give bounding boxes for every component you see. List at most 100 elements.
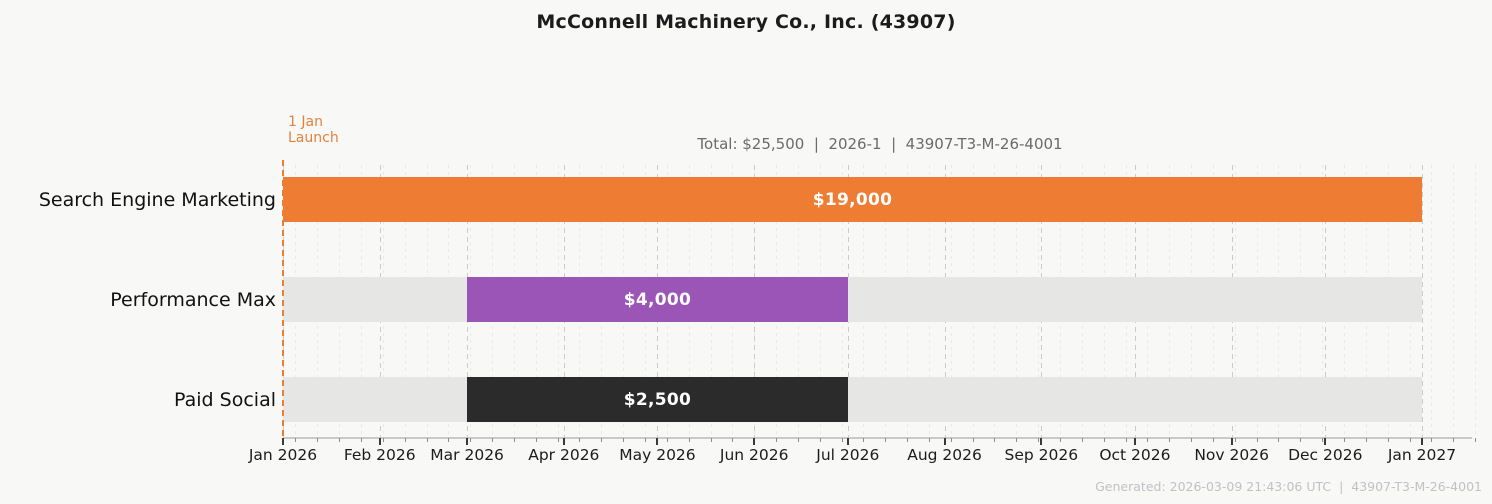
axis-tick-major bbox=[282, 438, 284, 445]
x-axis-tick-label: Aug 2026 bbox=[907, 446, 982, 464]
axis-tick-minor bbox=[1343, 438, 1345, 442]
x-axis-tick-label: Dec 2026 bbox=[1288, 446, 1363, 464]
axis-tick-minor bbox=[1038, 438, 1040, 442]
axis-tick-minor bbox=[1322, 438, 1324, 442]
axis-tick-major bbox=[1421, 438, 1423, 445]
row-track bbox=[283, 377, 1422, 422]
axis-tick-minor bbox=[1081, 438, 1083, 442]
axis-tick-minor bbox=[601, 438, 603, 442]
axis-tick-minor bbox=[1191, 438, 1193, 442]
axis-tick-minor bbox=[994, 438, 996, 442]
axis-tick-major bbox=[1324, 438, 1327, 445]
axis-tick-major bbox=[943, 438, 946, 445]
launch-annotation-line2: Launch bbox=[288, 130, 339, 146]
row-track bbox=[283, 277, 1422, 322]
bar-value-label: $2,500 bbox=[623, 389, 692, 410]
generated-timestamp: Generated: 2026-03-09 21:43:06 UTC | 439… bbox=[1095, 479, 1482, 494]
axis-tick-minor bbox=[1016, 438, 1018, 442]
axis-tick-minor bbox=[382, 438, 384, 442]
axis-tick-minor bbox=[666, 438, 668, 442]
axis-tick-minor bbox=[1103, 438, 1105, 442]
axis-tick-minor bbox=[448, 438, 450, 442]
x-axis-tick-label: Apr 2026 bbox=[528, 446, 600, 464]
category-label: Paid Social bbox=[174, 389, 276, 411]
axis-tick-minor bbox=[644, 438, 646, 442]
gridline-month bbox=[1422, 165, 1423, 437]
x-axis-tick-label: Jan 2026 bbox=[248, 446, 318, 464]
axis-tick-minor bbox=[1409, 438, 1411, 442]
axis-tick-major bbox=[1230, 438, 1233, 445]
axis-tick-minor bbox=[361, 438, 362, 442]
axis-tick-minor bbox=[295, 438, 297, 442]
axis-tick-major bbox=[562, 438, 565, 445]
axis-tick-minor bbox=[426, 438, 428, 442]
x-axis-line bbox=[283, 437, 1472, 439]
x-axis-tick-label: Mar 2026 bbox=[430, 446, 504, 464]
gantt-bar: $4,000 bbox=[467, 277, 848, 322]
gantt-bar: $19,000 bbox=[283, 177, 1422, 222]
axis-tick-minor bbox=[1125, 438, 1127, 442]
gridline-week bbox=[1453, 165, 1455, 437]
axis-tick-minor bbox=[317, 438, 319, 442]
chart-title: McConnell Machinery Co., Inc. (43907) bbox=[536, 11, 956, 33]
axis-tick-minor bbox=[972, 438, 974, 442]
axis-tick-minor bbox=[1278, 438, 1280, 442]
axis-tick-minor bbox=[797, 438, 799, 442]
axis-tick-minor bbox=[513, 438, 515, 442]
x-axis-tick-label: Feb 2026 bbox=[343, 446, 416, 464]
axis-tick-minor bbox=[557, 438, 559, 442]
axis-tick-major bbox=[378, 438, 381, 445]
axis-tick-major bbox=[753, 438, 756, 445]
axis-tick-minor bbox=[1212, 438, 1214, 442]
x-axis-tick-label: Nov 2026 bbox=[1194, 446, 1269, 464]
launch-annotation-line1: 1 Jan bbox=[288, 114, 323, 130]
axis-tick-minor bbox=[535, 438, 537, 442]
axis-tick-minor bbox=[1300, 438, 1302, 442]
axis-tick-minor bbox=[1147, 438, 1149, 442]
axis-tick-minor bbox=[1060, 438, 1062, 442]
axis-tick-minor bbox=[1387, 438, 1389, 442]
axis-tick-minor bbox=[928, 438, 930, 442]
axis-tick-minor bbox=[710, 438, 712, 442]
chart-subtitle: Total: $25,500 | 2026-1 | 43907-T3-M-26-… bbox=[697, 135, 1063, 153]
axis-tick-minor bbox=[1169, 438, 1171, 442]
gridline-week bbox=[1431, 165, 1433, 437]
axis-tick-minor bbox=[1365, 438, 1367, 442]
axis-tick-minor bbox=[885, 438, 887, 442]
x-axis-tick-label: May 2026 bbox=[619, 446, 696, 464]
axis-tick-minor bbox=[863, 438, 865, 442]
axis-tick-minor bbox=[950, 438, 952, 442]
axis-tick-minor bbox=[1234, 438, 1236, 442]
gantt-bar: $2,500 bbox=[467, 377, 848, 422]
axis-tick-major bbox=[466, 438, 469, 445]
axis-tick-minor bbox=[339, 438, 341, 442]
axis-tick-minor bbox=[1256, 438, 1258, 442]
axis-tick-minor bbox=[1475, 438, 1477, 442]
x-axis-tick-label: Oct 2026 bbox=[1099, 446, 1171, 464]
axis-tick-major bbox=[1133, 438, 1136, 445]
axis-tick-minor bbox=[732, 438, 734, 442]
axis-tick-minor bbox=[1431, 438, 1433, 442]
x-axis-tick-label: Jun 2026 bbox=[719, 446, 789, 464]
category-label: Search Engine Marketing bbox=[38, 189, 276, 211]
axis-tick-minor bbox=[688, 438, 690, 442]
x-axis-tick-label: Jan 2027 bbox=[1387, 446, 1457, 464]
axis-tick-minor bbox=[907, 438, 909, 442]
axis-tick-minor bbox=[841, 438, 843, 442]
bar-value-label: $4,000 bbox=[623, 289, 692, 310]
launch-line bbox=[282, 160, 284, 437]
axis-tick-major bbox=[656, 438, 659, 445]
x-axis-tick-label: Jul 2026 bbox=[816, 446, 880, 464]
axis-tick-minor bbox=[1453, 438, 1455, 442]
axis-tick-minor bbox=[404, 438, 406, 442]
x-axis-tick-label: Sep 2026 bbox=[1004, 446, 1079, 464]
axis-tick-minor bbox=[492, 438, 494, 442]
category-label: Performance Max bbox=[110, 289, 276, 311]
axis-tick-minor bbox=[623, 438, 625, 442]
axis-tick-minor bbox=[776, 438, 778, 442]
bar-value-label: $19,000 bbox=[812, 189, 893, 210]
axis-tick-major bbox=[846, 438, 849, 445]
axis-tick-minor bbox=[579, 438, 581, 442]
gridline-week bbox=[1475, 165, 1477, 437]
